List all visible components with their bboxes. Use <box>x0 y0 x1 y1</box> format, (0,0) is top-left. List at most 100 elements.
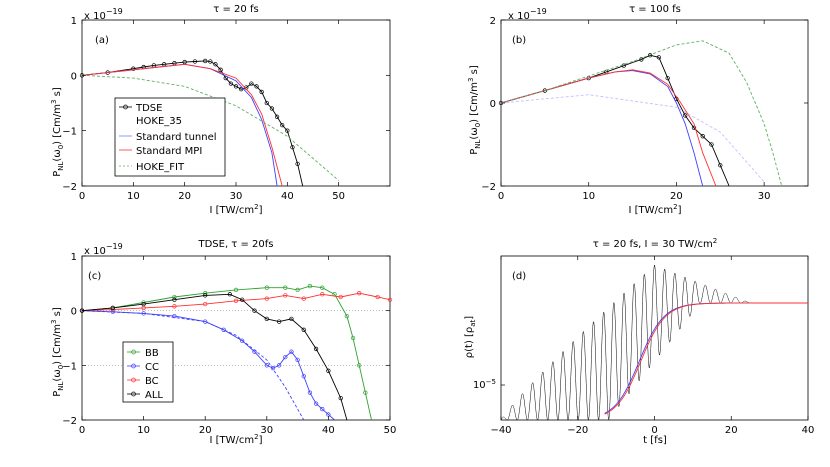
data-point <box>320 285 325 290</box>
data-point <box>203 301 208 307</box>
legend-item-tdse: TDSE <box>119 103 162 114</box>
panel-b-y-ticks: −2 0 2 <box>481 16 808 193</box>
panel-d-series <box>500 264 808 421</box>
panel-d-ytick-1e-5: 10−5 <box>473 378 496 391</box>
legend-label-tdse: TDSE <box>135 103 162 114</box>
x-tick-label: 40 <box>281 191 294 202</box>
data-point <box>141 311 146 316</box>
panel-b-series <box>498 40 783 187</box>
x-tick-label: 0 <box>651 425 657 436</box>
panel-b-label: (b) <box>512 35 526 46</box>
y-tick-label: −1 <box>62 127 77 138</box>
data-point <box>233 287 239 293</box>
panel-b-xlabel: I [TW/cm2] <box>628 203 681 216</box>
data-point <box>283 293 288 298</box>
panel-a-x-ticks: 0 10 20 30 40 50 <box>79 20 345 202</box>
panel-a: τ = 20 fs x 10−19 0 10 20 30 40 50 −2 −1 0 1 (a)… <box>50 4 391 216</box>
x-tick-label: 30 <box>230 191 243 202</box>
x-tick-label: 0 <box>498 191 504 202</box>
series-line <box>500 69 717 187</box>
data-point <box>269 106 275 111</box>
series-line <box>500 94 765 183</box>
data-point <box>264 316 269 322</box>
data-point <box>665 75 670 81</box>
data-point <box>647 53 653 58</box>
x-tick-label: −20 <box>567 425 588 436</box>
panel-c-title: TDSE, τ = 20fs <box>197 239 273 250</box>
panel-a-legend: TDSE HOKE_35 Standard tunnel Standard MP… <box>114 97 226 177</box>
series-line-smooth <box>604 302 808 415</box>
data-point <box>280 122 285 128</box>
data-point <box>213 62 218 67</box>
series-line <box>500 70 704 187</box>
data-point <box>285 128 290 133</box>
data-point <box>709 142 714 147</box>
legend-item-all: ALL <box>127 390 163 401</box>
data-point <box>227 292 232 297</box>
legend-item-standard-tunnel: Standard tunnel <box>119 132 217 143</box>
data-point <box>208 59 213 64</box>
x-tick-label: 50 <box>384 425 397 436</box>
data-point <box>320 292 325 297</box>
panel-b-frame <box>500 19 809 187</box>
panel-a-series <box>79 58 339 187</box>
panel-c-exponent-power: −19 <box>106 242 123 251</box>
x-tick-label: 20 <box>178 191 191 202</box>
data-point <box>259 89 264 95</box>
panel-a-y-ticks: −2 −1 0 1 <box>62 16 390 193</box>
series-line <box>81 293 348 421</box>
y-tick-label: −2 <box>62 416 77 427</box>
x-tick-label: 40 <box>802 425 815 436</box>
data-point <box>203 293 208 298</box>
legend-item-hoke-fit: HOKE_FIT <box>119 162 185 173</box>
data-point <box>718 163 723 168</box>
data-point <box>218 67 223 72</box>
panel-d-title: τ = 20 fs, I = 30 TW/cm2 <box>593 237 717 250</box>
series-line <box>81 285 372 421</box>
x-tick-label: 0 <box>79 425 85 436</box>
data-point <box>131 66 136 71</box>
panel-b-title: τ = 100 fs <box>629 4 681 15</box>
y-tick-label: 2 <box>490 16 496 27</box>
data-point <box>344 313 350 319</box>
panel-d-x-ticks: −40 −20 0 20 40 <box>490 256 814 436</box>
panel-d-label: (d) <box>512 271 526 282</box>
data-point <box>141 301 146 307</box>
data-point <box>172 294 177 300</box>
data-point <box>387 297 393 302</box>
panel-d-ylabel: ρ(t) [ρat] <box>464 316 477 359</box>
panel-b-x-ticks: 0 10 20 30 <box>498 20 771 202</box>
data-point <box>172 304 177 309</box>
legend-label-standard-tunnel: Standard tunnel <box>136 132 217 143</box>
data-point <box>295 287 300 293</box>
data-point <box>621 63 626 68</box>
data-point <box>700 134 705 139</box>
data-point <box>313 346 319 352</box>
data-point <box>276 319 282 324</box>
legend-label-bc: BC <box>145 376 159 387</box>
data-point <box>357 363 362 368</box>
y-tick-label: 0 <box>71 307 77 318</box>
legend-item-standard-mpi: Standard MPI <box>119 146 202 157</box>
panel-c-ylabel: PNL(ω0) [Cm/m3 s] <box>50 307 65 397</box>
data-point <box>363 390 368 395</box>
panel-b-ylabel: PNL(ω0) [Cm/m3 s] <box>467 65 482 155</box>
x-tick-label: 40 <box>322 425 335 436</box>
data-point <box>274 114 280 119</box>
y-tick-label: 1 <box>71 252 77 263</box>
panel-a-title: τ = 20 fs <box>213 4 258 15</box>
data-point <box>307 283 313 289</box>
data-point <box>240 297 245 302</box>
panel-d-xlabel: t [fs] <box>643 435 667 446</box>
series-line-smooth <box>604 302 808 414</box>
data-point <box>252 308 257 313</box>
y-tick-label: −1 <box>62 361 77 372</box>
data-point <box>338 294 343 300</box>
legend-label-hoke-fit: HOKE_FIT <box>136 162 185 173</box>
legend-label-all: ALL <box>145 390 163 401</box>
data-point <box>326 368 331 373</box>
x-tick-label: 10 <box>127 191 140 202</box>
data-point <box>203 58 208 64</box>
y-tick-label: −2 <box>481 182 496 193</box>
series-line <box>81 63 283 187</box>
